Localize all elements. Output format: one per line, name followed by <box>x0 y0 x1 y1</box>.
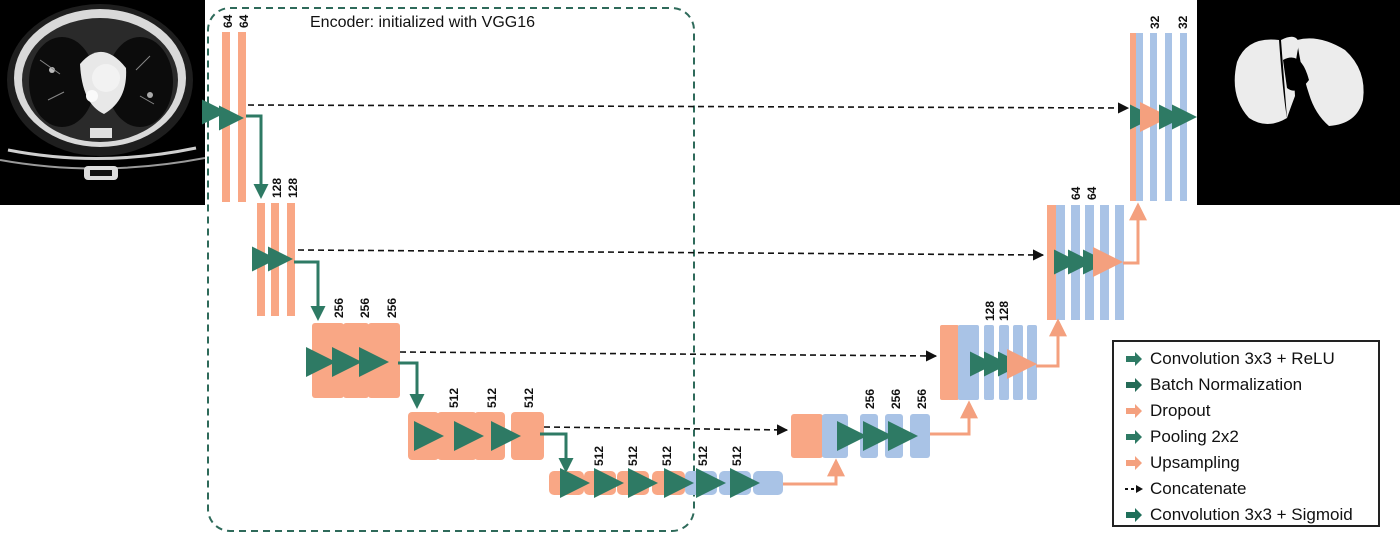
channel-label: 512 <box>660 446 674 466</box>
feature-map-block <box>271 203 279 316</box>
arrow-salmon-icon <box>1126 404 1142 418</box>
arrow-teal-icon <box>1126 508 1142 522</box>
legend-label: Dropout <box>1150 401 1211 420</box>
channel-label: 64 <box>1085 186 1099 200</box>
channel-label: 64 <box>221 14 235 28</box>
feature-map-block <box>287 203 295 316</box>
feature-map-block <box>1056 205 1065 320</box>
dashed-arrow-icon <box>1125 485 1143 493</box>
feature-map-block <box>1130 33 1137 201</box>
channel-label: 128 <box>997 301 1011 321</box>
feature-map-block <box>910 414 930 458</box>
channel-label: 128 <box>983 301 997 321</box>
channel-label: 128 <box>270 178 284 198</box>
channel-label: 256 <box>863 389 877 409</box>
arrow-green-icon <box>1126 430 1142 444</box>
feature-map-block <box>822 414 848 458</box>
upsampling-arrow <box>1123 202 1147 265</box>
upsampling-arrow <box>783 458 845 486</box>
feature-map-block <box>958 325 979 400</box>
channel-label: 512 <box>730 446 744 466</box>
channel-label: 64 <box>237 14 251 28</box>
legend-item: Upsampling <box>1124 452 1240 474</box>
feature-map-block <box>860 414 878 458</box>
feature-map-block <box>238 32 246 202</box>
channel-label: 32 <box>1176 15 1190 29</box>
channel-label: 256 <box>915 389 929 409</box>
channel-label: 32 <box>1148 15 1162 29</box>
channel-label: 256 <box>385 298 399 318</box>
arrow-green-icon <box>1126 352 1142 366</box>
pool-arrow <box>398 361 425 409</box>
pool-arrow <box>294 260 326 321</box>
channel-label: 512 <box>696 446 710 466</box>
feature-map-block <box>791 414 823 458</box>
legend-label: Upsampling <box>1150 453 1240 472</box>
feature-map-block <box>1047 205 1057 320</box>
feature-map-block <box>753 471 783 495</box>
channel-label: 128 <box>286 178 300 198</box>
concat-arrow <box>297 249 1045 261</box>
arrow-salmon-icon <box>1126 456 1142 470</box>
ct-input-image <box>0 0 206 205</box>
channel-label: 512 <box>485 388 499 408</box>
channel-label: 256 <box>889 389 903 409</box>
upsampling-arrow <box>1036 318 1067 368</box>
pool-arrow <box>540 432 574 473</box>
legend-item: Batch Normalization <box>1124 374 1302 396</box>
legend-item: Pooling 2x2 <box>1124 426 1239 448</box>
feature-map-block <box>940 325 959 400</box>
feature-map-block <box>222 32 230 202</box>
legend-item: Dropout <box>1124 400 1210 422</box>
legend-label: Convolution 3x3 + ReLU <box>1150 349 1335 368</box>
channel-label: 512 <box>522 388 536 408</box>
legend-label: Concatenate <box>1150 479 1247 498</box>
legend-item: Concatenate <box>1124 478 1246 500</box>
legend-item: Convolution 3x3 + ReLU <box>1124 348 1335 370</box>
segmentation-mask-output <box>1197 0 1400 205</box>
upsampling-arrow <box>930 400 978 436</box>
legend-label: Pooling 2x2 <box>1150 427 1239 446</box>
feature-map-block <box>511 412 544 460</box>
concat-arrow <box>543 424 789 436</box>
concat-arrow <box>247 102 1130 114</box>
encoder-frame <box>207 7 695 532</box>
feature-map-block <box>474 412 505 460</box>
legend-label: Batch Normalization <box>1150 375 1303 394</box>
channel-label: 512 <box>447 388 461 408</box>
feature-map-block <box>885 414 903 458</box>
channel-label: 256 <box>358 298 372 318</box>
concat-arrow <box>399 350 938 362</box>
legend-item: Convolution 3x3 + Sigmoid <box>1124 504 1353 526</box>
channel-label: 512 <box>626 446 640 466</box>
channel-label: 512 <box>592 446 606 466</box>
legend-label: Convolution 3x3 + Sigmoid <box>1150 505 1353 524</box>
pool-arrow <box>246 114 269 199</box>
channel-label: 256 <box>332 298 346 318</box>
legend: Convolution 3x3 + ReLU Batch Normalizati… <box>1112 340 1380 527</box>
arrow-dark-green-icon <box>1126 378 1142 392</box>
encoder-title: Encoder: initialized with VGG16 <box>310 14 535 31</box>
channel-label: 64 <box>1069 186 1083 200</box>
